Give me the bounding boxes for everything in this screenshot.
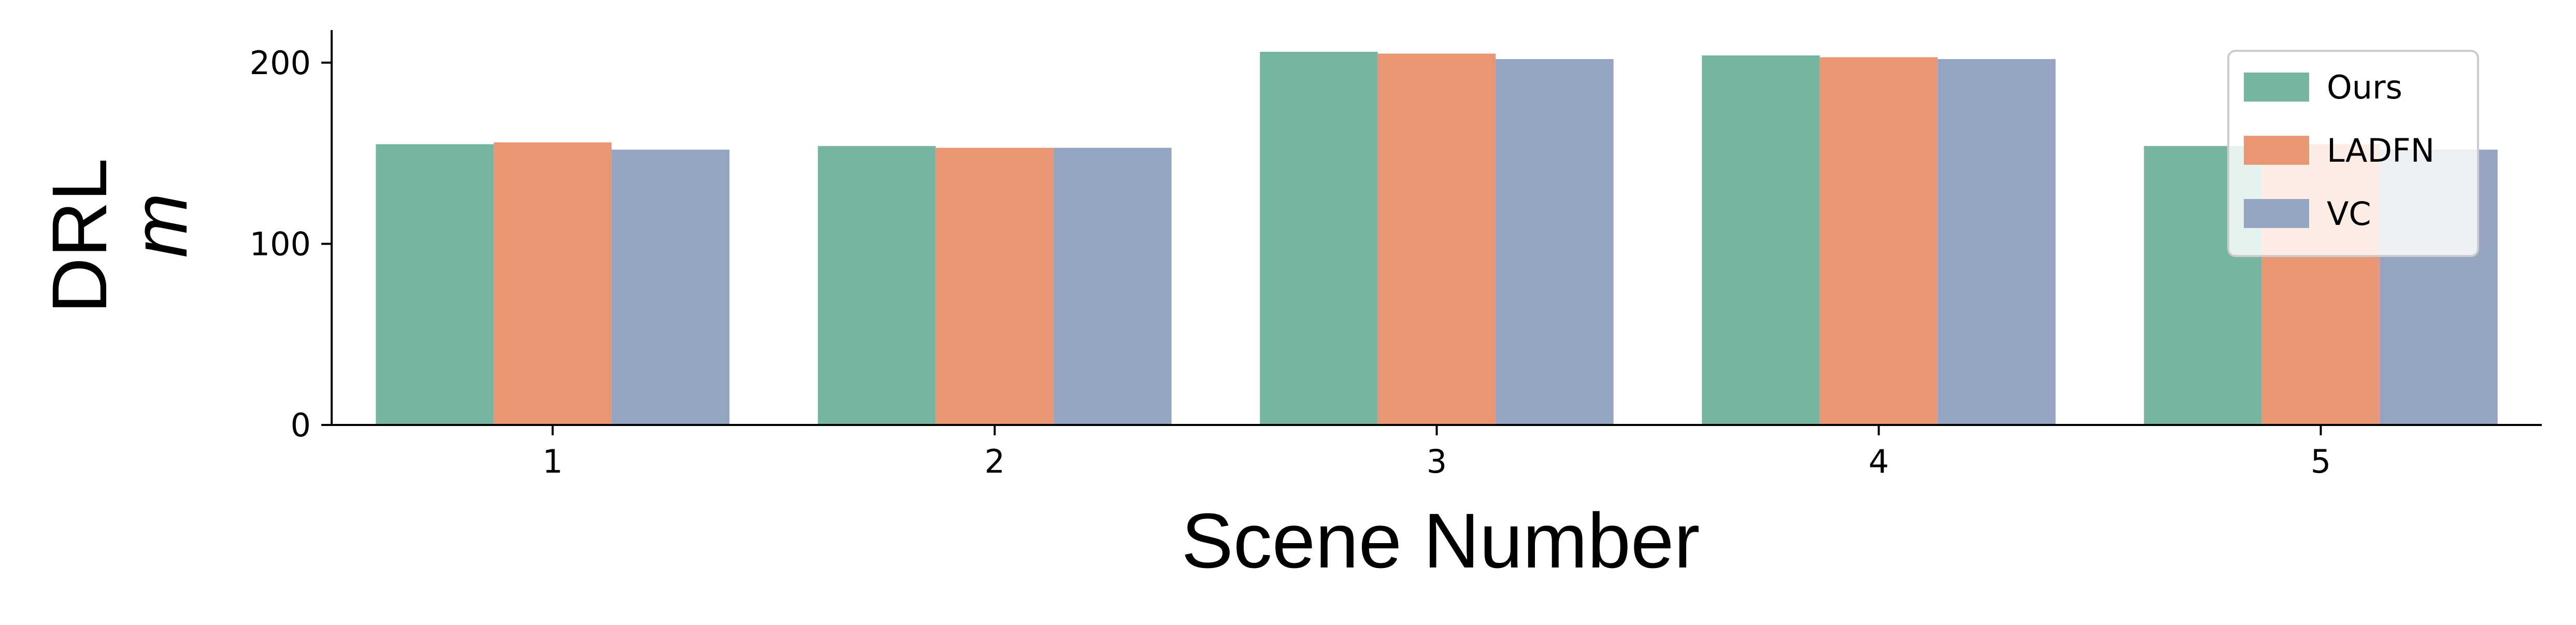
legend-swatch-ours [2244, 73, 2309, 102]
bar-vc-scene-3 [1496, 59, 1614, 425]
y-axis-title-line2: m [116, 193, 203, 258]
legend-label-vc: VC [2327, 195, 2371, 233]
x-ticks: 1 2 3 4 5 [543, 425, 2331, 480]
y-tick-label: 200 [250, 44, 311, 82]
bar-ladfn-scene-1 [493, 142, 612, 425]
y-axis-title-line1: DRL [36, 158, 123, 314]
x-tick-label: 2 [985, 443, 1005, 480]
bar-ours-scene-1 [376, 144, 494, 425]
x-axis: 1 2 3 4 5 [332, 424, 2542, 480]
x-tick-label: 3 [1427, 443, 1447, 480]
y-axis: 0 100 200 [250, 30, 333, 444]
bars-group [376, 51, 2498, 425]
x-tick-label: 4 [1869, 443, 1889, 480]
y-tick-label: 0 [291, 406, 311, 444]
legend-label-ladfn: LADFN [2327, 132, 2435, 169]
bar-ours-scene-4 [1702, 55, 1820, 425]
legend: Ours LADFN VC [2227, 50, 2479, 257]
bar-ladfn-scene-2 [935, 148, 1054, 425]
bar-ours-scene-3 [1260, 51, 1378, 425]
legend-label-ours: Ours [2327, 68, 2402, 106]
bar-ladfn-scene-4 [1819, 57, 1938, 425]
x-tick-label: 1 [543, 443, 563, 480]
bar-vc-scene-4 [1938, 59, 2056, 425]
bar-vc-scene-1 [611, 149, 730, 425]
y-tick-label: 100 [250, 225, 311, 263]
legend-items: Ours LADFN VC [2244, 68, 2435, 233]
bar-ladfn-scene-3 [1377, 53, 1496, 425]
legend-swatch-vc [2244, 199, 2309, 228]
legend-swatch-ladfn [2244, 136, 2309, 165]
x-axis-title: Scene Number [1182, 497, 1700, 584]
bar-ours-scene-2 [818, 146, 936, 425]
bar-vc-scene-2 [1054, 148, 1172, 425]
y-ticks: 0 100 200 [250, 44, 332, 444]
x-tick-label: 5 [2311, 443, 2331, 480]
